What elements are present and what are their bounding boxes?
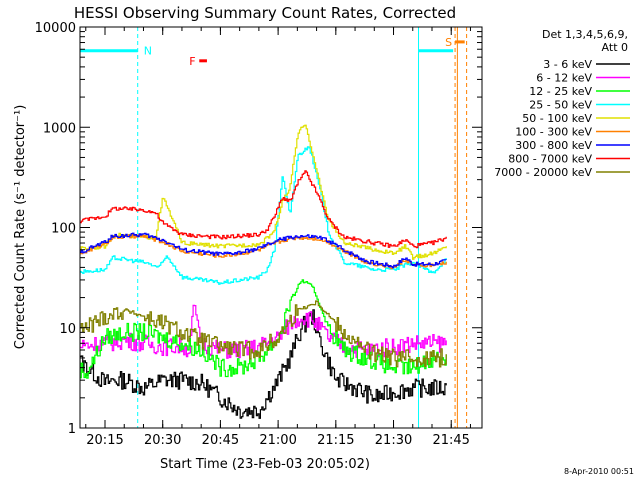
- y-tick-label-3: 1000: [43, 121, 76, 136]
- x-tick-label-2: 20:45: [202, 433, 239, 448]
- series-line-0: [80, 309, 447, 419]
- y-tick-label-4: 10000: [35, 21, 76, 36]
- x-tick-label-3: 21:00: [259, 433, 296, 448]
- series-line-8: [80, 300, 447, 368]
- x-axis: 20:15 20:30 20:45 21:00 21:15 21:30 21:45: [85, 27, 471, 448]
- series-line-2: [80, 279, 447, 379]
- legend-label-6: 300 - 800 keV: [515, 139, 592, 152]
- series-line-6: [80, 232, 447, 269]
- legend-label-7: 800 - 7000 keV: [508, 153, 592, 166]
- x-tick-label-4: 21:15: [317, 433, 354, 448]
- legend-label-3: 25 - 50 keV: [529, 99, 592, 112]
- y-tick-label-1: 10: [59, 322, 76, 337]
- legend-label-5: 100 - 300 keV: [515, 126, 592, 139]
- y-tick-label-2: 100: [51, 222, 76, 237]
- legend-label-0: 3 - 6 keV: [543, 58, 592, 71]
- series-line-7: [80, 170, 447, 249]
- x-tick-label-5: 21:30: [375, 433, 412, 448]
- legend-label-4: 50 - 100 keV: [522, 112, 592, 125]
- legend-label-8: 7000 - 20000 keV: [494, 166, 592, 179]
- x-axis-label: Start Time (23-Feb-03 20:05:02): [160, 457, 370, 472]
- legend-label-2: 12 - 25 keV: [529, 85, 592, 98]
- y-axis: 1 10 100 1000 10000: [35, 21, 482, 437]
- legend-header-line-2: Att 0: [602, 41, 628, 54]
- x-tick-label-1: 20:30: [144, 433, 181, 448]
- generation-timestamp: 8-Apr-2010 00:51: [564, 467, 634, 476]
- flag-N-label: N: [144, 45, 152, 58]
- chart-title: HESSI Observing Summary Count Rates, Cor…: [74, 4, 456, 22]
- plot-area: N F S: [80, 27, 468, 428]
- plot-series-group: [80, 27, 468, 428]
- legend-label-1: 6 - 12 keV: [536, 72, 592, 85]
- y-axis-label: Corrected Count Rate (s⁻¹ detector⁻¹): [13, 105, 28, 350]
- plot-frame: [79, 26, 483, 429]
- legend-header-line-1: Det 1,3,4,5,6,9,: [542, 28, 628, 41]
- x-tick-label-0: 20:15: [86, 433, 123, 448]
- series-line-4: [80, 124, 447, 260]
- flag-F-label: F: [189, 55, 195, 68]
- y-tick-label-0: 1: [68, 422, 76, 437]
- x-tick-label-6: 21:45: [432, 433, 469, 448]
- series-line-3: [80, 146, 447, 285]
- flag-S-label: S: [445, 36, 452, 49]
